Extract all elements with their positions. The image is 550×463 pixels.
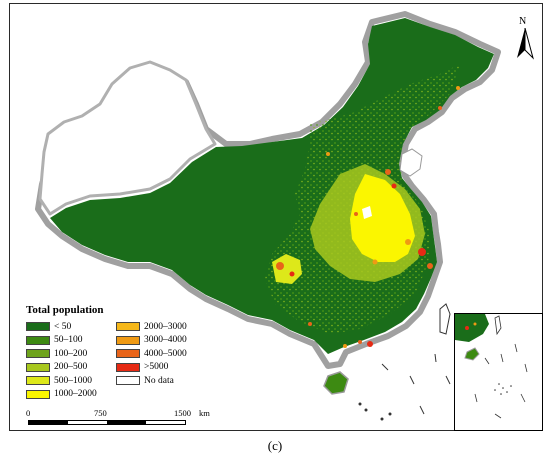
north-arrow-icon — [517, 28, 534, 60]
legend-item: 100–200 — [26, 347, 116, 360]
legend-column-right: 2000–3000 3000–4000 4000–5000 >5000 No d… — [116, 320, 206, 401]
china-population-map — [35, 11, 501, 421]
scale-bar: 0 750 1500 km — [26, 408, 226, 432]
legend-column-left: < 50 50–100 100–200 200–500 500–1000 100… — [26, 320, 116, 401]
scale-label-0: 0 — [26, 408, 31, 418]
legend-swatch — [116, 349, 140, 358]
figure-caption: (c) — [267, 438, 283, 453]
legend-swatch — [116, 335, 140, 345]
legend-swatch — [116, 376, 140, 385]
legend-title: Total population — [26, 304, 104, 316]
lake-white — [362, 206, 372, 219]
legend-item: >5000 — [116, 361, 206, 374]
legend-swatch — [26, 322, 50, 331]
north-label: N — [519, 16, 527, 27]
legend: Total population < 50 50–100 100–200 200… — [26, 304, 206, 401]
hainan-island — [323, 371, 349, 395]
legend-swatch — [26, 335, 50, 345]
legend-swatch — [26, 349, 50, 358]
legend-item: 4000–5000 — [116, 347, 206, 360]
legend-item: < 50 — [26, 320, 116, 333]
scale-unit: km — [199, 408, 210, 418]
south-china-sea-inset — [454, 313, 543, 431]
legend-swatch — [116, 362, 140, 372]
region-no-data — [38, 60, 217, 216]
north-arrow: N — [512, 16, 538, 60]
map-frame: N Total population < 50 50–100 100–200 2… — [9, 3, 543, 431]
taiwan-island — [439, 303, 451, 335]
urban-hotspots — [276, 86, 460, 348]
bohai-sea — [399, 148, 423, 177]
legend-swatch — [26, 362, 50, 372]
region-high-density-sichuan — [272, 254, 302, 284]
legend-swatch — [26, 376, 50, 385]
south-sea-dashes — [358, 353, 451, 421]
inset-map — [455, 314, 528, 419]
legend-swatch — [26, 389, 50, 399]
legend-item: 200–500 — [26, 361, 116, 374]
legend-item: 1000–2000 — [26, 388, 116, 401]
legend-swatch — [116, 322, 140, 331]
legend-item: No data — [116, 374, 206, 387]
legend-item: 2000–3000 — [116, 320, 206, 333]
scale-label-750: 750 — [94, 408, 107, 418]
scale-bar-graphic — [28, 420, 186, 425]
region-high-density — [350, 174, 415, 262]
legend-item: 500–1000 — [26, 374, 116, 387]
scale-label-1500: 1500 — [174, 408, 191, 418]
legend-item: 50–100 — [26, 334, 116, 347]
legend-item: 3000–4000 — [116, 334, 206, 347]
